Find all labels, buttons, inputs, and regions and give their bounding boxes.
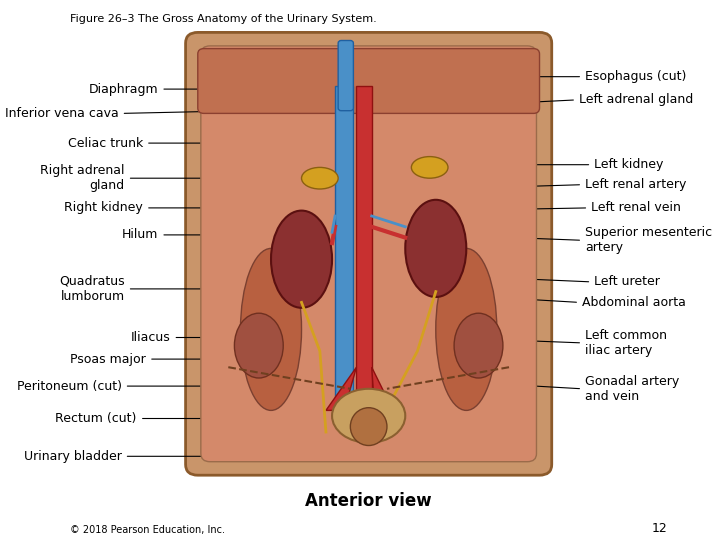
Text: Iliacus: Iliacus (130, 331, 171, 344)
Text: Left adrenal gland: Left adrenal gland (579, 93, 693, 106)
Text: Left renal vein: Left renal vein (591, 201, 681, 214)
Text: Anterior view: Anterior view (305, 492, 432, 510)
Text: Hilum: Hilum (122, 228, 158, 241)
Text: Right kidney: Right kidney (64, 201, 143, 214)
Polygon shape (326, 367, 356, 410)
Text: Superior mesenteric
artery: Superior mesenteric artery (585, 226, 712, 254)
Text: Psoas major: Psoas major (70, 353, 146, 366)
Ellipse shape (240, 248, 302, 410)
Bar (356, 86, 372, 410)
Ellipse shape (454, 313, 503, 378)
Text: Celiac trunk: Celiac trunk (68, 137, 143, 150)
Ellipse shape (411, 157, 448, 178)
Text: Figure 26–3 The Gross Anatomy of the Urinary System.: Figure 26–3 The Gross Anatomy of the Uri… (70, 14, 377, 24)
Ellipse shape (436, 248, 497, 410)
Ellipse shape (302, 167, 338, 189)
Text: Inferior vena cava: Inferior vena cava (5, 107, 119, 120)
FancyBboxPatch shape (198, 49, 539, 113)
Text: Abdominal aorta: Abdominal aorta (582, 296, 686, 309)
Text: Left ureter: Left ureter (595, 275, 660, 288)
Bar (335, 86, 354, 410)
Text: © 2018 Pearson Education, Inc.: © 2018 Pearson Education, Inc. (70, 524, 225, 535)
Ellipse shape (405, 200, 467, 297)
FancyBboxPatch shape (338, 40, 354, 111)
Text: Urinary bladder: Urinary bladder (24, 450, 122, 463)
FancyBboxPatch shape (201, 46, 536, 462)
Text: Esophagus (cut): Esophagus (cut) (585, 70, 687, 83)
Text: Gonadal artery
and vein: Gonadal artery and vein (585, 375, 680, 403)
Text: Left common
iliac artery: Left common iliac artery (585, 329, 667, 357)
Text: Rectum (cut): Rectum (cut) (55, 412, 137, 425)
Ellipse shape (235, 313, 283, 378)
Text: Quadratus
lumborum: Quadratus lumborum (59, 275, 125, 303)
Ellipse shape (332, 389, 405, 443)
Text: 12: 12 (652, 522, 667, 535)
Text: Peritoneum (cut): Peritoneum (cut) (17, 380, 122, 393)
Text: Right adrenal
gland: Right adrenal gland (40, 164, 125, 192)
Text: Diaphragm: Diaphragm (89, 83, 158, 96)
FancyBboxPatch shape (186, 32, 552, 475)
Text: Left kidney: Left kidney (595, 158, 664, 171)
Ellipse shape (271, 211, 332, 308)
Polygon shape (372, 367, 393, 410)
Ellipse shape (351, 408, 387, 445)
Text: Left renal artery: Left renal artery (585, 178, 687, 191)
